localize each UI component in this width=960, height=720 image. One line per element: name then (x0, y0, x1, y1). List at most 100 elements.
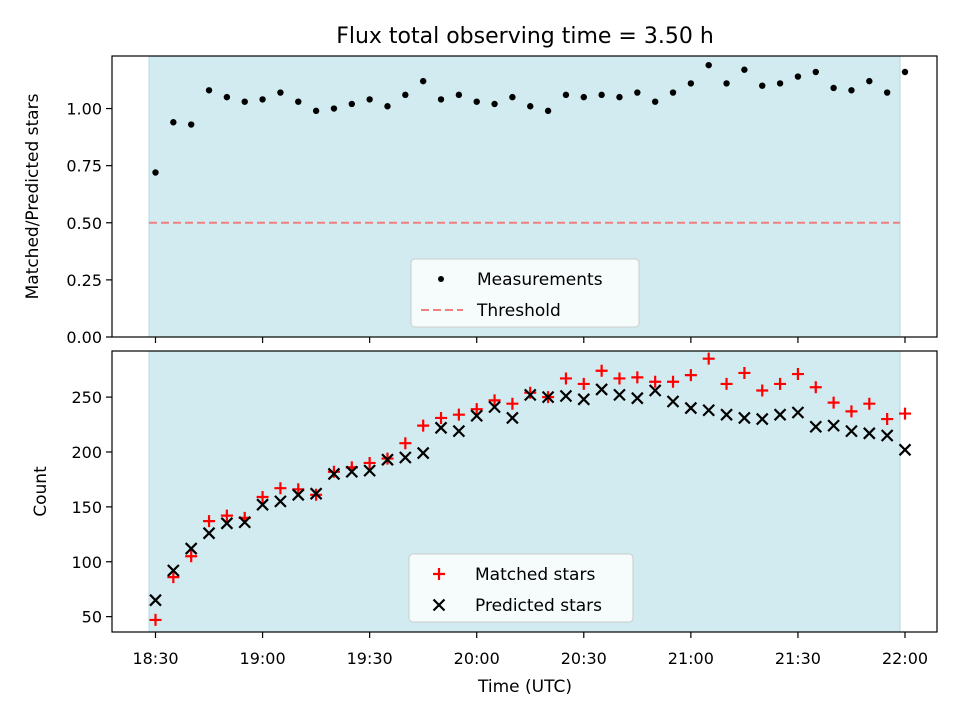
data-point (669, 89, 677, 96)
data-point (741, 66, 748, 73)
data-point (738, 411, 751, 425)
data-point (723, 80, 730, 87)
x-tick-label: 21:30 (775, 649, 821, 668)
data-point (720, 377, 733, 390)
data-point (883, 89, 891, 96)
data-point (899, 407, 911, 420)
chart-title: Flux total observing time = 3.50 h (336, 24, 714, 49)
data-point (274, 495, 287, 508)
x-tick-label: 20:00 (454, 649, 500, 668)
data-point (256, 490, 269, 503)
data-point (435, 411, 448, 424)
y-tick-label: 150 (71, 498, 102, 517)
x-tick-label: 22:00 (882, 649, 928, 668)
data-point (830, 84, 837, 92)
data-point (223, 93, 231, 101)
data-point (687, 80, 695, 87)
data-point (256, 498, 269, 511)
data-point (491, 100, 498, 108)
data-point (170, 119, 177, 126)
legend-label: Measurements (477, 270, 603, 290)
data-point (684, 369, 697, 382)
data-point (794, 73, 802, 80)
data-point (509, 93, 516, 101)
y-axis-label: Count (31, 466, 51, 517)
data-point (488, 400, 501, 414)
legend-label: Threshold (476, 301, 561, 321)
data-point (149, 613, 162, 626)
data-point (167, 564, 180, 577)
data-point (898, 443, 912, 457)
data-point (705, 61, 712, 69)
y-axis-label: Matched/Predicted stars (23, 93, 43, 299)
x-axis-label: Time (UTC) (477, 677, 572, 697)
data-point (845, 424, 858, 438)
data-point (366, 96, 373, 103)
bottom-panel-count: 50 100 150 200 250 Count Matched stars Predicte… (31, 350, 938, 638)
data-point (595, 383, 608, 396)
data-point (523, 388, 537, 402)
data-point (773, 408, 787, 421)
data-point (473, 98, 480, 105)
legend: Measurements Threshold (410, 258, 640, 328)
axes-frame (111, 55, 938, 338)
data-point (488, 394, 501, 407)
data-point (419, 77, 427, 85)
data-point (203, 515, 216, 528)
data-point (295, 98, 302, 105)
x-tick-label: 19:30 (347, 649, 393, 668)
data-point (363, 464, 376, 477)
data-point (345, 465, 359, 479)
data-point (202, 526, 216, 540)
data-point (506, 397, 519, 410)
data-point (220, 517, 234, 530)
data-point (631, 391, 644, 405)
data-point (559, 372, 572, 385)
data-point (720, 408, 733, 421)
data-point (381, 453, 394, 466)
data-point (595, 364, 608, 377)
data-point (259, 96, 266, 103)
data-point (309, 487, 323, 500)
data-point (848, 87, 855, 94)
data-point (613, 372, 626, 385)
data-point (205, 87, 213, 94)
data-point (152, 169, 159, 176)
data-point (241, 98, 248, 105)
data-point (791, 406, 805, 419)
axes-frame (111, 350, 938, 633)
data-point (527, 103, 534, 110)
y-tick-label: 1.00 (66, 100, 102, 119)
data-point (506, 411, 519, 425)
y-tick-label: 0.50 (66, 214, 102, 233)
series-predicted-stars (149, 383, 912, 607)
data-point (470, 403, 483, 416)
legend-box (408, 553, 634, 623)
y-tick-label: 0.00 (66, 328, 102, 347)
x-tick-label: 20:30 (561, 649, 607, 668)
legend: Matched stars Predicted stars (408, 553, 634, 623)
y-tick-label: 0.75 (66, 157, 102, 176)
data-point (184, 542, 198, 555)
data-point (577, 393, 591, 406)
x-tick-label: 18:30 (132, 649, 178, 668)
data-point (598, 91, 605, 99)
data-point (812, 68, 819, 76)
data-point (613, 388, 626, 402)
data-point (634, 89, 641, 96)
data-point (470, 409, 483, 423)
data-point (452, 424, 466, 438)
y-tick-label: 200 (71, 443, 102, 462)
data-point (274, 482, 287, 495)
data-point (827, 396, 840, 409)
data-point (738, 366, 751, 379)
y-tick-label: 0.25 (66, 271, 102, 290)
legend-marker-matched (433, 568, 445, 580)
y-tick-label: 250 (71, 388, 102, 407)
data-point (330, 105, 338, 112)
data-point (541, 390, 555, 404)
legend-label: Matched stars (475, 565, 595, 585)
data-point (666, 395, 680, 408)
series-measurements (152, 61, 909, 176)
data-point (277, 89, 284, 96)
